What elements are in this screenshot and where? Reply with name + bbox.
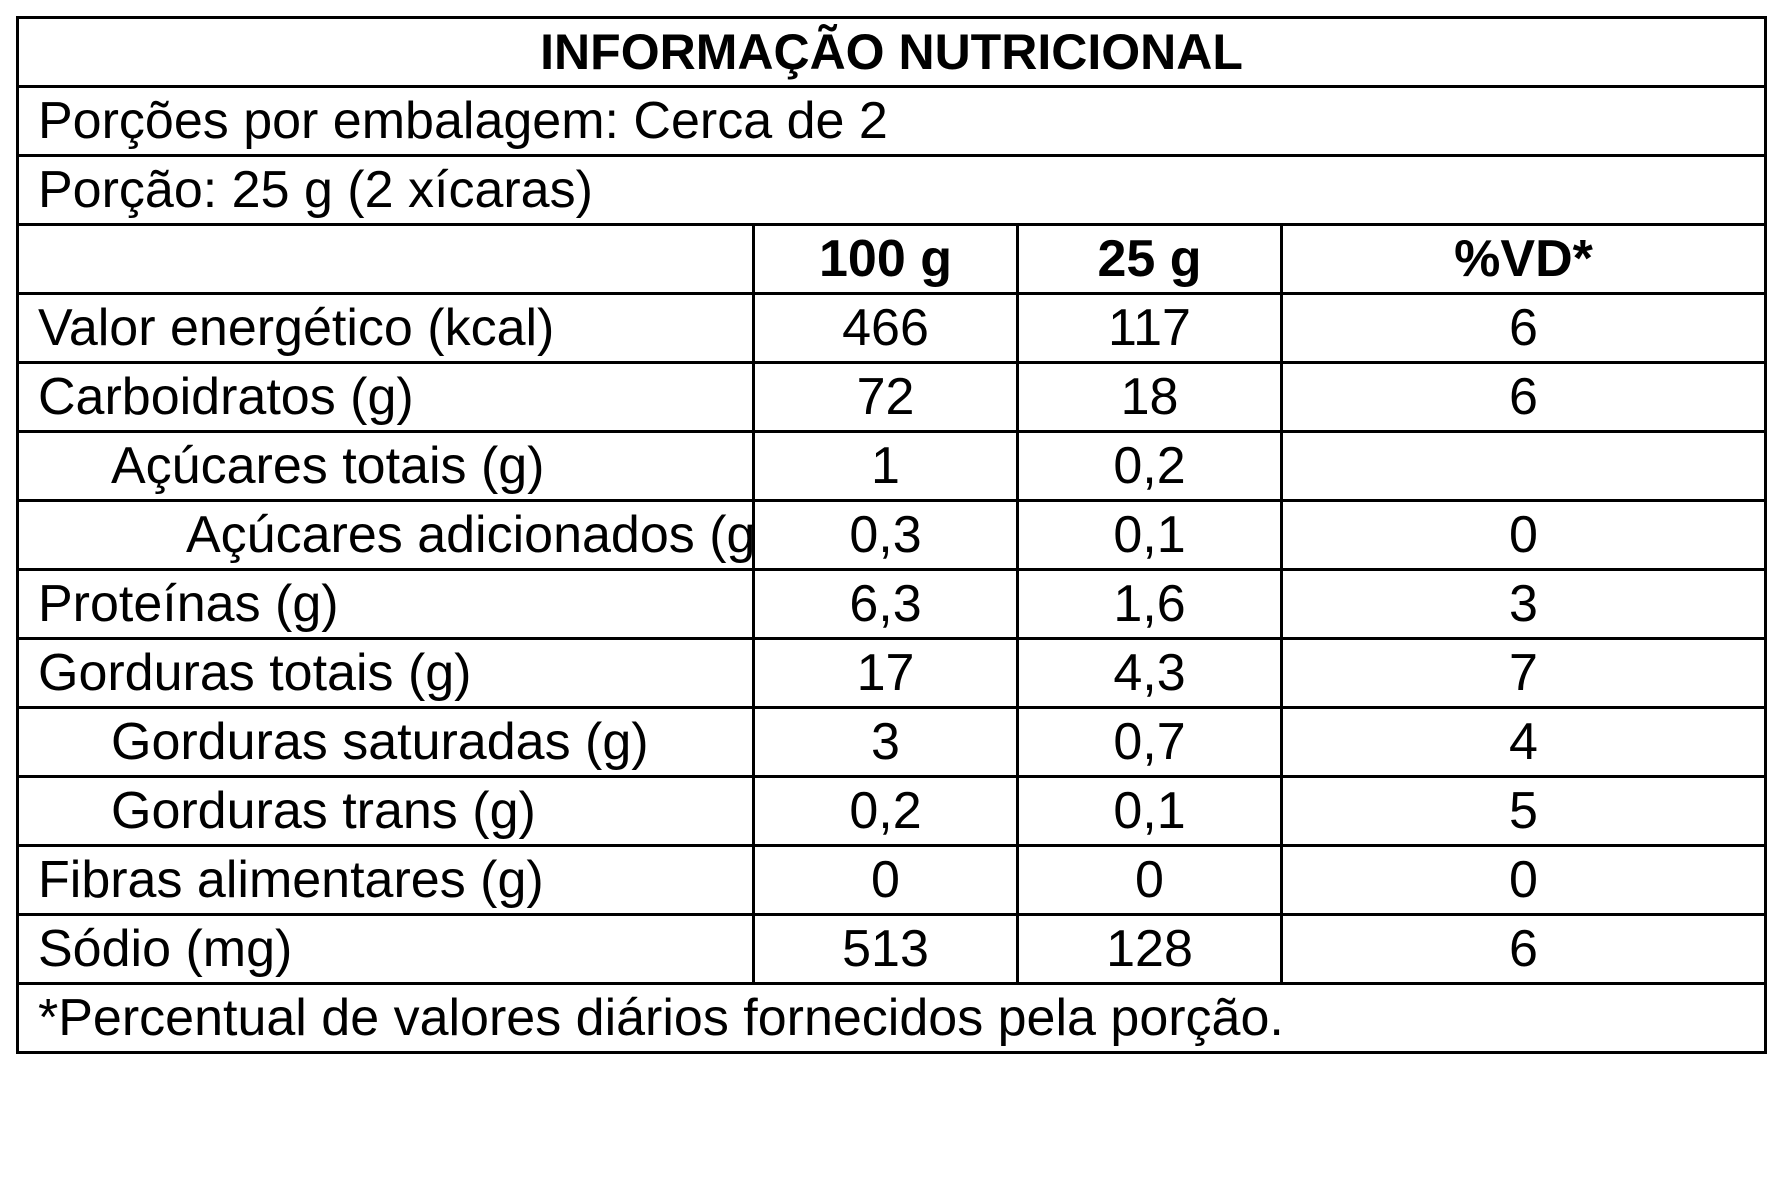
table-row: Sódio (mg) 513 128 6 [16,913,1768,985]
column-header-serving: 25 g [1016,223,1283,295]
table-row: Açúcares totais (g) 1 0,2 [16,430,1768,502]
value-per-serving: 18 [1016,361,1283,433]
value-per-serving: 0,7 [1016,706,1283,778]
nutrition-facts-table: INFORMAÇÃO NUTRICIONAL Porções por embal… [15,16,1768,1054]
table-row: Proteínas (g) 6,3 1,6 3 [16,568,1768,640]
nutrient-name: Valor energético (kcal) [16,292,755,364]
daily-value-percent: 6 [1279,361,1768,433]
servings-row: Porções por embalagem: Cerca de 2 [15,85,1768,157]
daily-value-percent: 5 [1279,775,1768,847]
table-row: Gorduras totais (g) 17 4,3 7 [16,637,1768,709]
value-per-100g: 6,3 [752,568,1019,640]
value-per-serving: 117 [1016,292,1283,364]
footnote-row: *Percentual de valores diários fornecido… [15,982,1768,1054]
value-per-100g: 3 [752,706,1019,778]
daily-value-percent: 4 [1279,706,1768,778]
nutrient-name: Açúcares totais (g) [16,430,755,502]
table-row: Gorduras trans (g) 0,2 0,1 5 [16,775,1768,847]
column-header-row: 100 g 25 g %VD* [16,223,1768,295]
nutrient-name: Sódio (mg) [16,913,755,985]
table-row: Fibras alimentares (g) 0 0 0 [16,844,1768,916]
value-per-100g: 0 [752,844,1019,916]
daily-value-percent: 3 [1279,568,1768,640]
serving-size-row: Porção: 25 g (2 xícaras) [15,154,1768,226]
nutrient-name: Gorduras totais (g) [16,637,755,709]
value-per-serving: 1,6 [1016,568,1283,640]
footnote: *Percentual de valores diários fornecido… [15,982,1768,1054]
value-per-100g: 0,2 [752,775,1019,847]
table-title: INFORMAÇÃO NUTRICIONAL [15,16,1768,88]
nutrient-name: Fibras alimentares (g) [16,844,755,916]
table-row: Valor energético (kcal) 466 117 6 [16,292,1768,364]
nutrient-name: Proteínas (g) [16,568,755,640]
daily-value-percent: 0 [1279,499,1768,571]
nutrient-name: Carboidratos (g) [16,361,755,433]
value-per-serving: 0,1 [1016,499,1283,571]
table-title-row: INFORMAÇÃO NUTRICIONAL [15,16,1768,88]
value-per-100g: 513 [752,913,1019,985]
table-row: Açúcares adicionados (g) 0,3 0,1 0 [16,499,1768,571]
daily-value-percent [1279,430,1768,502]
value-per-serving: 128 [1016,913,1283,985]
daily-value-percent: 6 [1279,292,1768,364]
value-per-serving: 0,2 [1016,430,1283,502]
value-per-100g: 1 [752,430,1019,502]
daily-value-percent: 6 [1279,913,1768,985]
value-per-100g: 466 [752,292,1019,364]
column-header-empty [16,223,755,295]
table-row: Carboidratos (g) 72 18 6 [16,361,1768,433]
daily-value-percent: 7 [1279,637,1768,709]
nutrient-name: Gorduras trans (g) [16,775,755,847]
column-header-100g: 100 g [752,223,1019,295]
nutrient-name: Gorduras saturadas (g) [16,706,755,778]
value-per-100g: 72 [752,361,1019,433]
value-per-serving: 0,1 [1016,775,1283,847]
value-per-100g: 0,3 [752,499,1019,571]
value-per-serving: 0 [1016,844,1283,916]
serving-size: Porção: 25 g (2 xícaras) [15,154,1768,226]
nutrient-name: Açúcares adicionados (g) [16,499,755,571]
value-per-serving: 4,3 [1016,637,1283,709]
value-per-100g: 17 [752,637,1019,709]
table-row: Gorduras saturadas (g) 3 0,7 4 [16,706,1768,778]
column-header-dv: %VD* [1279,223,1768,295]
servings-per-package: Porções por embalagem: Cerca de 2 [15,85,1768,157]
daily-value-percent: 0 [1279,844,1768,916]
